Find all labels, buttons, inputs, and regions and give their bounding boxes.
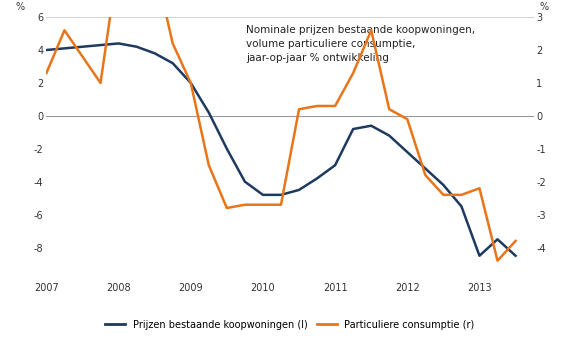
Legend: Prijzen bestaande koopwoningen (l), Particuliere consumptie (r): Prijzen bestaande koopwoningen (l), Part…: [102, 316, 478, 334]
Text: %: %: [16, 2, 25, 12]
Text: Nominale prijzen bestaande koopwoningen,
volume particuliere consumptie,
jaar-op: Nominale prijzen bestaande koopwoningen,…: [246, 25, 475, 63]
Text: %: %: [539, 2, 548, 12]
